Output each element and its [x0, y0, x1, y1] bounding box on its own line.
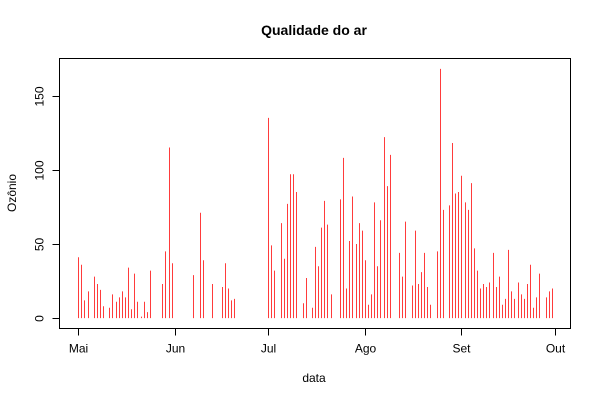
- y-axis: 0 50 100 150: [33, 86, 60, 322]
- x-axis: Mai Jun Jul Ago Set Out: [69, 328, 566, 356]
- x-tick-label: Set: [452, 342, 471, 356]
- x-axis-label: data: [302, 371, 326, 385]
- x-tick-label: Ago: [355, 342, 377, 356]
- y-tick-label: 0: [33, 315, 47, 322]
- x-tick-label: Out: [546, 342, 566, 356]
- y-tick-label: 150: [33, 86, 47, 106]
- bar-series: [78, 68, 553, 319]
- x-tick-label: Jun: [166, 342, 185, 356]
- x-tick-label: Jul: [261, 342, 276, 356]
- y-axis-label: Ozônio: [5, 174, 19, 212]
- chart-title: Qualidade do ar: [261, 22, 367, 38]
- y-tick-label: 50: [33, 238, 47, 252]
- x-tick-label: Mai: [69, 342, 88, 356]
- y-tick-label: 100: [33, 160, 47, 180]
